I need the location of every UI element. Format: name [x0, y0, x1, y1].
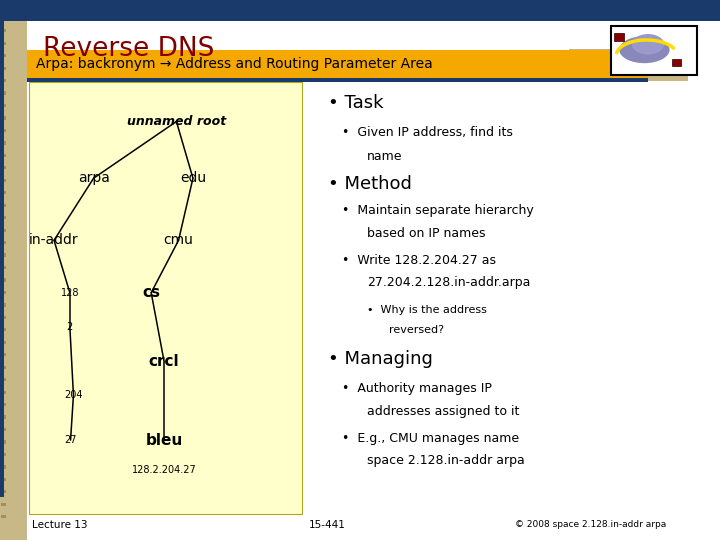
Bar [1, 465, 6, 469]
Bar [1, 29, 6, 32]
Bar [1, 378, 6, 381]
Text: cs: cs [142, 285, 160, 300]
Bar [1, 54, 6, 57]
Text: space 2.128.in-addr arpa: space 2.128.in-addr arpa [367, 454, 525, 467]
Bar [1, 228, 6, 232]
Text: reversed?: reversed? [389, 326, 444, 335]
Bar [1, 66, 6, 70]
Text: name: name [367, 150, 402, 163]
Text: 204: 204 [64, 390, 83, 400]
Text: 27: 27 [64, 435, 77, 445]
Text: 128: 128 [60, 288, 79, 298]
Text: Arpa: backronym → Address and Routing Parameter Area: Arpa: backronym → Address and Routing Pa… [36, 57, 433, 71]
Bar [672, 59, 681, 66]
Bar [1, 42, 6, 45]
Bar [1, 216, 6, 219]
Text: cmu: cmu [163, 233, 194, 247]
Bar [0, 21, 27, 540]
Bar [1, 79, 6, 82]
Text: •  E.g., CMU manages name: • E.g., CMU manages name [342, 432, 519, 445]
Text: •  Why is the address: • Why is the address [367, 305, 487, 315]
Bar [614, 33, 624, 41]
Text: in-addr: in-addr [30, 233, 78, 247]
Bar [27, 78, 648, 82]
Bar [1, 490, 6, 494]
Bar [1, 441, 6, 444]
Text: Reverse DNS: Reverse DNS [43, 36, 215, 62]
Bar [1, 353, 6, 356]
Text: 15-441: 15-441 [309, 520, 346, 530]
Bar [1, 179, 6, 182]
Text: © 2008 space 2.128.in-addr arpa: © 2008 space 2.128.in-addr arpa [515, 521, 666, 529]
Bar [1, 428, 6, 431]
Bar [1, 390, 6, 394]
Bar [1, 129, 6, 132]
Text: • Method: • Method [328, 174, 411, 193]
Text: crcl: crcl [149, 354, 179, 369]
Bar [27, 50, 648, 78]
Bar [1, 366, 6, 369]
Text: unnamed root: unnamed root [127, 115, 226, 128]
Bar [1, 478, 6, 481]
Text: 27.204.2.128.in-addr.arpa: 27.204.2.128.in-addr.arpa [367, 276, 531, 289]
Bar [1, 341, 6, 344]
Bar [0, 0, 720, 21]
Bar [1, 253, 6, 256]
Bar [1, 91, 6, 94]
Bar [1, 166, 6, 170]
Text: based on IP names: based on IP names [367, 227, 486, 240]
Bar [1, 515, 6, 518]
Text: •  Authority manages IP: • Authority manages IP [342, 382, 492, 395]
Bar [1, 415, 6, 418]
Bar [0, 21, 4, 497]
Bar [1, 403, 6, 406]
Text: 2: 2 [67, 322, 73, 332]
Bar [1, 191, 6, 194]
Text: Lecture 13: Lecture 13 [32, 520, 88, 530]
Text: arpa: arpa [78, 171, 109, 185]
Bar [1, 279, 6, 282]
Bar [1, 241, 6, 244]
Bar [1, 316, 6, 319]
Text: 128.2.204.27: 128.2.204.27 [132, 465, 197, 475]
Text: •  Write 128.2.204.27 as: • Write 128.2.204.27 as [342, 254, 496, 267]
Text: • Task: • Task [328, 93, 383, 112]
Bar [1, 453, 6, 456]
Text: addresses assigned to it: addresses assigned to it [367, 405, 520, 418]
Bar [1, 291, 6, 294]
Text: • Managing: • Managing [328, 350, 433, 368]
Bar [1, 328, 6, 332]
Bar [1, 141, 6, 145]
Bar [1, 104, 6, 107]
Bar [1, 503, 6, 506]
Text: •  Maintain separate hierarchy: • Maintain separate hierarchy [342, 204, 534, 217]
Bar [569, 49, 688, 81]
Ellipse shape [619, 36, 670, 63]
Bar [611, 26, 697, 75]
Ellipse shape [632, 34, 665, 55]
Bar [1, 303, 6, 307]
Bar [1, 204, 6, 207]
Text: bleu: bleu [145, 433, 183, 448]
Text: •  Given IP address, find its: • Given IP address, find its [342, 126, 513, 139]
Bar [1, 266, 6, 269]
Bar [1, 117, 6, 120]
Bar [29, 82, 302, 514]
Text: edu: edu [180, 171, 206, 185]
Bar [1, 154, 6, 157]
